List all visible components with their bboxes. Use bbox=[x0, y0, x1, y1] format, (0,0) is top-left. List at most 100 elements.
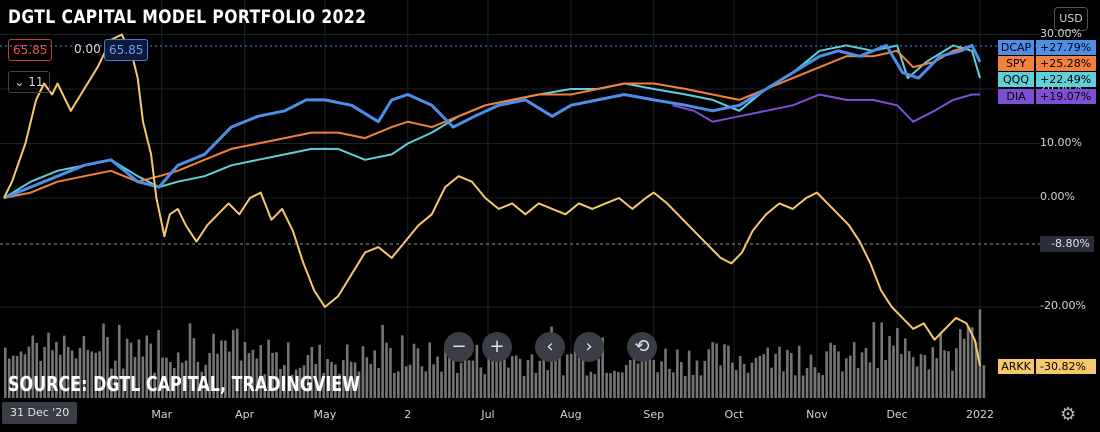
volume-bar bbox=[656, 372, 659, 398]
volume-bar bbox=[872, 322, 876, 398]
volume-bar bbox=[514, 355, 518, 398]
volume-bar bbox=[208, 353, 211, 398]
volume-bar bbox=[102, 323, 105, 398]
x-tick-label: May bbox=[313, 408, 337, 421]
volume-bar bbox=[900, 354, 903, 398]
volume-bar bbox=[471, 360, 475, 398]
volume-bar bbox=[369, 363, 373, 398]
volume-bar bbox=[188, 323, 192, 398]
zoom-in-button[interactable]: + bbox=[482, 332, 512, 362]
volume-bar bbox=[19, 351, 23, 398]
volume-bar bbox=[848, 355, 852, 398]
y-tick-label: 30.00% bbox=[1040, 26, 1082, 40]
volume-bar bbox=[569, 353, 573, 398]
volume-bar bbox=[224, 340, 227, 398]
volume-bar bbox=[455, 372, 459, 398]
volume-bar bbox=[357, 371, 361, 398]
series-tag-value: +25.28% bbox=[1036, 56, 1096, 71]
volume-bar bbox=[290, 374, 294, 398]
volume-bar bbox=[927, 369, 931, 398]
volume-bar bbox=[459, 362, 463, 398]
volume-bar bbox=[542, 342, 546, 398]
volume-bar bbox=[589, 371, 593, 398]
volume-bar bbox=[978, 309, 982, 398]
volume-bar bbox=[734, 370, 738, 398]
series-tag-symbol: DIA bbox=[998, 89, 1034, 104]
volume-bar bbox=[436, 356, 439, 398]
volume-bar bbox=[416, 348, 420, 398]
volume-bar bbox=[711, 342, 714, 398]
volume-bar bbox=[778, 346, 781, 398]
scroll-back-button[interactable]: ‹ bbox=[535, 332, 565, 362]
volume-bar bbox=[562, 375, 565, 398]
volume-bar bbox=[314, 363, 318, 398]
volume-bar bbox=[397, 371, 400, 398]
series-line-dcap bbox=[3, 43, 982, 200]
volume-bar bbox=[499, 359, 502, 398]
volume-bar bbox=[255, 358, 259, 398]
legend-open-value: 65.85 bbox=[8, 39, 53, 61]
volume-bar bbox=[365, 357, 369, 398]
x-tick-label: Nov bbox=[806, 408, 828, 421]
x-tick-label: 2022 bbox=[966, 408, 994, 421]
x-tick-label: Aug bbox=[560, 408, 582, 421]
volume-bar bbox=[782, 371, 785, 398]
volume-bar bbox=[970, 327, 974, 398]
volume-bar bbox=[699, 375, 703, 398]
volume-bar bbox=[546, 370, 549, 398]
scroll-forward-button[interactable]: › bbox=[574, 332, 604, 362]
volume-bar bbox=[687, 350, 691, 398]
volume-bar bbox=[326, 359, 329, 398]
volume-bar bbox=[121, 368, 125, 398]
volume-bar bbox=[691, 374, 695, 398]
volume-bar bbox=[125, 338, 129, 398]
gear-icon[interactable]: ⚙ bbox=[1060, 404, 1077, 425]
volume-bar bbox=[958, 329, 962, 398]
volume-bar bbox=[860, 352, 864, 398]
volume-bar bbox=[412, 343, 416, 398]
volume-bar bbox=[338, 373, 341, 398]
volume-bar bbox=[349, 361, 353, 398]
volume-bar bbox=[624, 365, 628, 398]
x-tick-label: 2 bbox=[404, 408, 412, 421]
currency-button[interactable]: USD bbox=[1054, 7, 1088, 31]
volume-bar bbox=[440, 371, 443, 398]
volume-bar bbox=[243, 341, 247, 398]
volume-bar bbox=[581, 352, 585, 398]
volume-bar bbox=[94, 352, 97, 398]
volume-bar bbox=[550, 326, 553, 398]
series-tag-value: +22.49% bbox=[1036, 72, 1096, 87]
volume-bar bbox=[841, 371, 844, 398]
volume-bar bbox=[577, 355, 581, 398]
volume-bar bbox=[341, 360, 345, 398]
volume-bar bbox=[393, 372, 396, 398]
series-tag-symbol: QQQ bbox=[998, 72, 1034, 87]
volume-bar bbox=[180, 362, 184, 398]
volume-bar bbox=[813, 367, 817, 398]
volume-bar bbox=[377, 367, 380, 398]
volume-bar bbox=[518, 358, 522, 398]
series-line-arkk bbox=[3, 33, 981, 367]
volume-bar bbox=[157, 330, 160, 398]
volume-bar bbox=[220, 340, 223, 398]
legend-collapse-button[interactable]: ⌄ 11 bbox=[8, 71, 50, 93]
x-tick-label: Apr bbox=[235, 408, 255, 421]
volume-bar bbox=[962, 338, 966, 398]
volume-bar bbox=[644, 348, 648, 398]
crosshair-value-tag: -8.80% bbox=[1040, 236, 1094, 252]
volume-bar bbox=[495, 357, 498, 398]
volume-bar bbox=[389, 347, 392, 398]
volume-bar bbox=[161, 357, 164, 398]
zoom-out-button[interactable]: − bbox=[444, 332, 474, 362]
volume-bar bbox=[762, 354, 766, 398]
series-tag-symbol: DCAP bbox=[998, 40, 1034, 55]
volume-bar bbox=[982, 365, 986, 398]
volume-bar bbox=[907, 351, 911, 398]
volume-bar bbox=[70, 350, 74, 398]
volume-bar bbox=[715, 343, 718, 398]
volume-bar bbox=[507, 367, 510, 398]
volume-bar bbox=[554, 346, 557, 398]
volume-bar bbox=[919, 354, 923, 398]
volume-bar bbox=[723, 344, 726, 398]
reset-chart-button[interactable]: ⟲ bbox=[627, 332, 657, 362]
